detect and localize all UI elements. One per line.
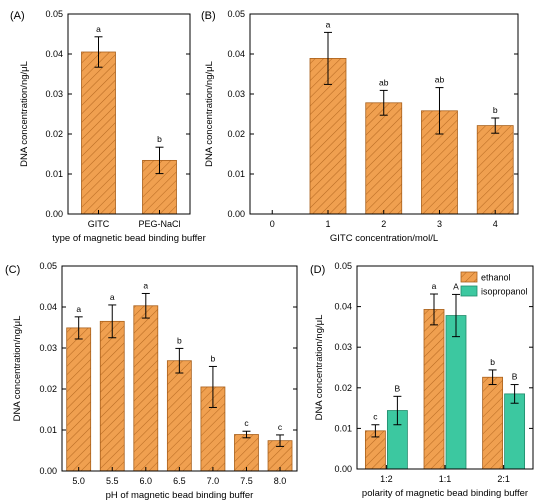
panel-label: (B)	[201, 10, 216, 22]
y-tick-label: 0.04	[227, 49, 245, 59]
significance-label: a	[143, 280, 148, 290]
legend-swatch-ethanol	[460, 271, 478, 283]
x-axis-title: polarity of magnetic bead binding buffer	[362, 488, 528, 499]
bar	[476, 125, 514, 215]
y-tick-label: 0.05	[334, 261, 352, 271]
bar	[166, 360, 192, 472]
bar	[66, 327, 92, 472]
significance-label: ab	[379, 77, 389, 87]
x-tick-label: 5.0	[72, 476, 85, 486]
y-tick-label: 0.05	[227, 9, 245, 19]
bar	[99, 320, 125, 472]
significance-label: c	[373, 412, 378, 422]
y-tick-label: 0.01	[45, 169, 63, 179]
significance-label: a	[326, 19, 331, 29]
panel-label: (C)	[5, 264, 20, 276]
x-tick-label: 7.5	[240, 476, 253, 486]
bar-isopropanol	[445, 315, 467, 470]
panel-b: (B) 0.00 0.01 0.02 0.03 0.04 0.05 DNA concentra…	[201, 9, 519, 244]
plot-frame	[356, 265, 534, 470]
y-tick-label: 0.01	[227, 169, 245, 179]
y-tick-label: 0.00	[227, 209, 245, 219]
y-tick-label: 0.00	[334, 464, 352, 474]
significance-label: b	[211, 353, 216, 363]
significance-label: b	[490, 357, 495, 367]
x-tick-label: 3	[437, 219, 442, 229]
x-tick-label: 2:1	[497, 474, 510, 484]
plot-frame	[67, 13, 191, 215]
y-axis-title: DNA concentration/ng/μL	[12, 316, 23, 422]
bar	[81, 51, 116, 215]
significance-label: B	[395, 383, 401, 393]
significance-label: ab	[435, 75, 445, 85]
significance-label: a	[110, 292, 115, 302]
y-tick-label: 0.01	[334, 423, 352, 433]
plot-frame	[249, 13, 519, 215]
significance-label: a	[96, 24, 101, 34]
x-tick-label: 2	[381, 219, 386, 229]
y-tick-label: 0.04	[39, 302, 57, 312]
bar-ethanol	[423, 309, 445, 470]
bar	[133, 305, 159, 472]
panel-label: (A)	[10, 10, 25, 22]
y-tick-label: 0.03	[227, 89, 245, 99]
legend-swatch-isopropanol	[460, 285, 478, 297]
y-tick-label: 0.04	[334, 302, 352, 312]
legend-label-isopropanol: isopropanol	[481, 287, 528, 297]
x-tick-label: PEG-NaCl	[138, 219, 180, 229]
x-axis-title: pH of magnetic bead binding buffer	[106, 490, 254, 501]
y-tick-label: 0.05	[45, 9, 63, 19]
bar-ethanol	[482, 376, 504, 470]
x-tick-label: 1	[325, 219, 330, 229]
significance-label: a	[432, 281, 437, 291]
y-tick-label: 0.04	[45, 49, 63, 59]
y-tick-label: 0.02	[227, 129, 245, 139]
x-tick-label: 4	[493, 219, 498, 229]
x-tick-label: 1:1	[439, 474, 452, 484]
significance-label: b	[177, 335, 182, 345]
x-tick-label: 6.5	[173, 476, 186, 486]
y-tick-label: 0.01	[39, 425, 57, 435]
x-tick-label: GITC	[88, 219, 110, 229]
legend-label-ethanol: ethanol	[481, 273, 511, 283]
significance-label: c	[244, 418, 249, 428]
y-tick-label: 0.02	[39, 384, 57, 394]
panel-a: (A) 0.00 0.01 0.02 0.03 0.04 0.05 DNA concentra…	[10, 9, 206, 244]
x-tick-label: 5.5	[106, 476, 119, 486]
x-tick-label: 6.0	[140, 476, 153, 486]
y-axis-title: DNA concentration/ng/μL	[204, 61, 215, 167]
significance-label: b	[157, 134, 162, 144]
y-tick-label: 0.02	[45, 129, 63, 139]
x-tick-label: 0	[270, 219, 275, 229]
y-tick-label: 0.00	[45, 209, 63, 219]
plot-frame	[61, 265, 298, 472]
panel-d: (D) 0.00 0.01 0.02 0.03 0.04 0.05 DNA concentra…	[310, 261, 534, 499]
bar	[234, 434, 259, 472]
y-tick-label: 0.00	[39, 466, 57, 476]
panel-label: (D)	[310, 264, 325, 276]
x-tick-label: 1:2	[380, 474, 393, 484]
significance-label: b	[493, 105, 498, 115]
bar	[365, 102, 403, 215]
y-tick-label: 0.03	[334, 342, 352, 352]
x-axis-title: type of magnetic bead binding buffer	[52, 233, 206, 244]
y-axis-title: DNA concentration/ng/μL	[314, 315, 325, 421]
y-axis-title: DNA concentration/ng/μL	[19, 61, 30, 167]
x-axis-title: GITC concentration/mol/L	[330, 233, 438, 244]
y-tick-label: 0.02	[334, 383, 352, 393]
significance-label: a	[76, 304, 81, 314]
y-tick-label: 0.03	[45, 89, 63, 99]
panel-c: (C) 0.00 0.01 0.02 0.03 0.04 0.05 DNA concentra…	[5, 261, 298, 501]
y-tick-label: 0.03	[39, 343, 57, 353]
significance-label: B	[512, 372, 518, 382]
x-tick-label: 8.0	[274, 476, 287, 486]
bar-isopropanol	[504, 393, 526, 470]
significance-label: A	[453, 281, 459, 291]
significance-label: c	[278, 422, 283, 432]
x-tick-label: 7.0	[207, 476, 220, 486]
y-tick-label: 0.05	[39, 261, 57, 271]
